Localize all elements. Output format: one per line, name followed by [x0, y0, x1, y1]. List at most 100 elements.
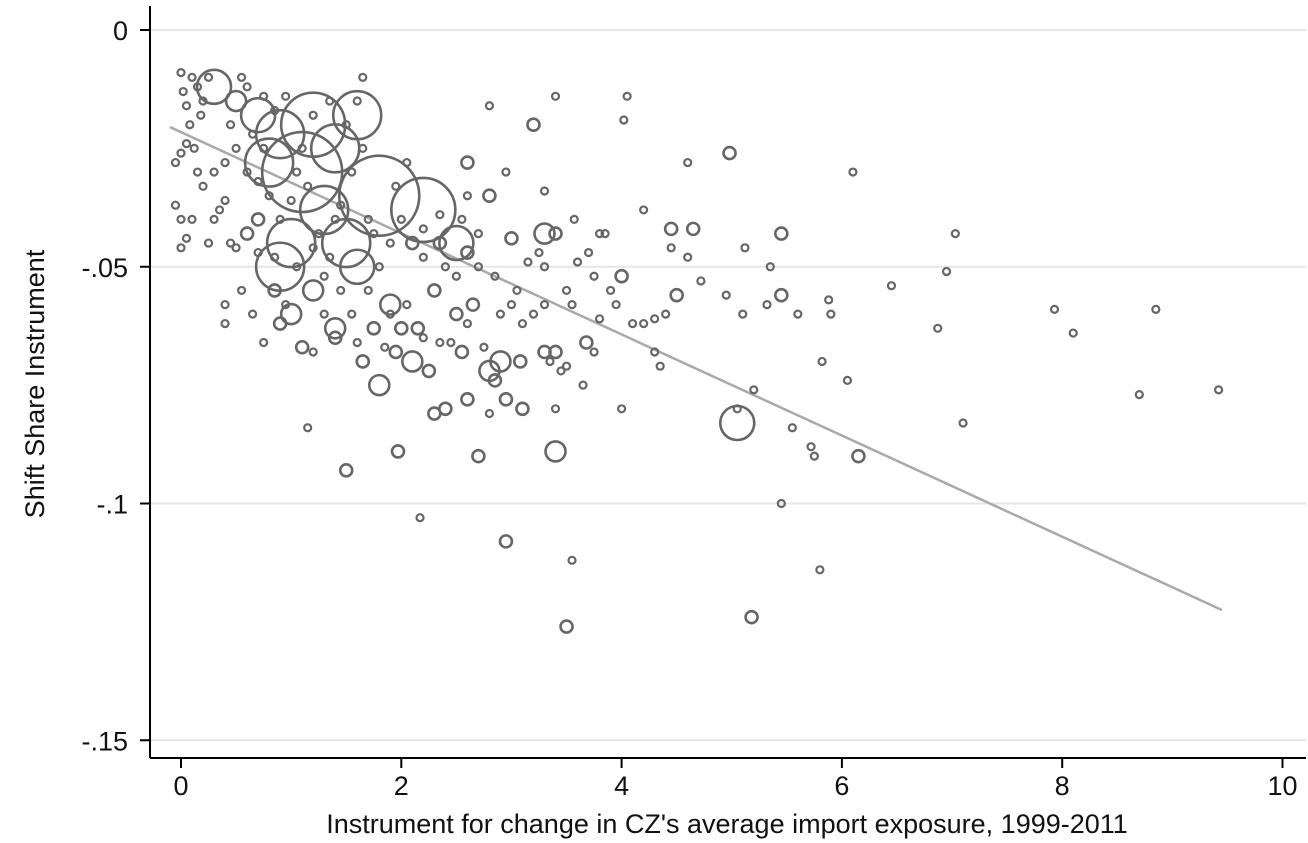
data-point	[176, 148, 186, 158]
data-point	[242, 167, 252, 177]
data-point	[528, 309, 539, 319]
data-point	[484, 408, 495, 419]
data-point	[358, 72, 368, 82]
data-point	[572, 257, 583, 267]
data-point	[594, 229, 605, 239]
data-point	[451, 271, 461, 281]
data-point	[815, 565, 825, 575]
data-point	[281, 91, 291, 101]
data-point	[498, 534, 514, 549]
y-tick-label: -.15	[81, 726, 128, 756]
data-point	[628, 318, 638, 329]
data-point	[196, 110, 206, 120]
data-point	[378, 293, 402, 316]
data-point	[685, 221, 701, 237]
data-point	[385, 309, 395, 319]
data-point	[589, 347, 599, 357]
data-point	[279, 302, 303, 326]
data-point	[950, 229, 960, 239]
data-point	[504, 231, 519, 246]
data-point	[286, 195, 296, 206]
data-point	[214, 205, 225, 215]
data-point	[239, 226, 255, 241]
data-point	[454, 344, 470, 360]
data-point	[203, 72, 214, 82]
data-point	[460, 155, 475, 170]
data-point	[1049, 304, 1060, 314]
data-point	[308, 243, 318, 253]
data-point	[260, 130, 344, 214]
data-point	[526, 117, 541, 132]
data-point	[390, 444, 406, 459]
data-point	[826, 309, 836, 319]
data-point	[303, 423, 313, 433]
data-point	[512, 285, 522, 296]
data-point	[323, 317, 347, 340]
data-point	[176, 68, 186, 78]
data-point	[236, 72, 247, 82]
data-point	[449, 306, 464, 322]
data-point	[661, 309, 671, 319]
data-point	[765, 262, 775, 272]
data-point	[352, 337, 362, 348]
data-point	[380, 342, 390, 352]
data-point	[231, 243, 241, 253]
data-points	[170, 68, 1224, 634]
data-point	[239, 96, 277, 134]
data-point	[363, 214, 373, 224]
data-point	[391, 181, 401, 191]
data-point	[336, 200, 346, 210]
data-point	[355, 354, 371, 369]
data-point	[220, 157, 230, 168]
data-point	[243, 137, 295, 188]
data-point	[548, 226, 563, 241]
data-point	[941, 266, 952, 277]
data-point	[567, 300, 577, 310]
data-point	[198, 96, 208, 106]
data-point	[272, 316, 288, 331]
data-point	[347, 309, 357, 319]
data-point	[189, 143, 199, 153]
data-point	[401, 350, 424, 373]
data-point	[669, 287, 684, 303]
data-point	[341, 120, 351, 130]
data-point	[264, 191, 274, 201]
data-point	[561, 361, 572, 371]
data-point	[325, 96, 335, 106]
data-point	[744, 609, 759, 625]
data-point	[545, 356, 555, 367]
data-point	[639, 205, 649, 215]
y-tick-label: -.1	[96, 490, 128, 520]
data-point	[209, 214, 219, 224]
data-point	[462, 191, 472, 201]
data-point	[427, 406, 442, 421]
data-point	[405, 235, 420, 251]
data-point	[663, 221, 679, 237]
data-point	[319, 309, 329, 319]
data-point	[181, 233, 192, 243]
data-point	[446, 337, 456, 348]
data-point	[594, 314, 605, 324]
data-point	[614, 268, 629, 284]
data-point	[259, 91, 269, 101]
data-point	[415, 513, 425, 523]
data-point	[170, 200, 181, 210]
axes	[140, 6, 1306, 768]
data-point	[270, 105, 280, 116]
data-point	[253, 247, 263, 258]
data-point	[192, 82, 203, 92]
data-point	[622, 91, 632, 101]
data-point	[515, 401, 530, 417]
data-point	[851, 448, 866, 464]
data-point	[534, 247, 544, 258]
data-point	[487, 373, 503, 388]
data-point	[460, 245, 475, 260]
data-point	[250, 212, 266, 227]
data-point	[259, 143, 269, 153]
data-point	[650, 314, 660, 324]
data-point	[176, 243, 186, 253]
data-point	[297, 143, 307, 153]
data-point	[390, 176, 457, 244]
data-point	[224, 89, 248, 113]
